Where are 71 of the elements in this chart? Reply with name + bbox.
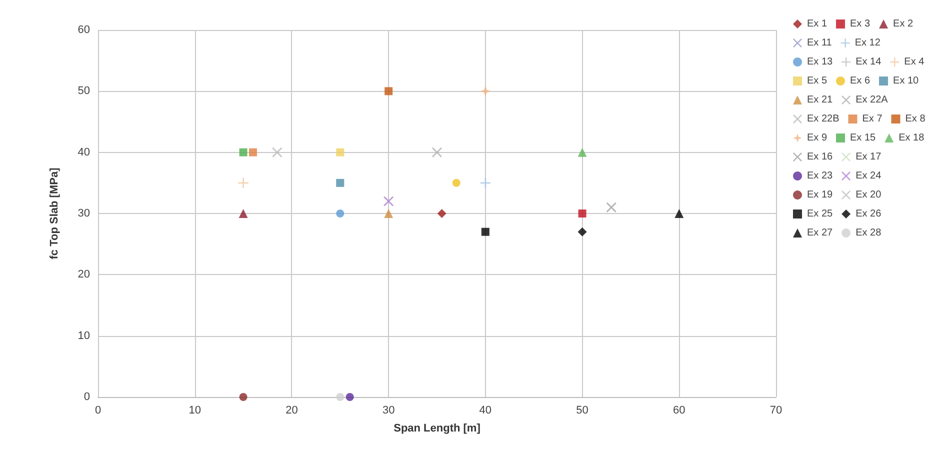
legend-label: Ex 18 (898, 132, 925, 144)
legend-label: Ex 24 (856, 170, 882, 182)
y-tick-label: 10 (78, 330, 90, 342)
x-tick-label: 40 (479, 404, 492, 416)
point (480, 178, 490, 188)
legend-label: Ex 9 (807, 132, 828, 144)
legend-label: Ex 6 (850, 76, 870, 86)
x-tick-label: 10 (188, 404, 201, 416)
legend-label: Ex 27 (807, 228, 834, 238)
point (437, 209, 446, 218)
legend-label: Ex 1 (807, 18, 828, 30)
point (578, 148, 587, 157)
y-axis-title: fc Top Slab [MPa] (48, 167, 60, 260)
legend-label: Ex 25 (807, 208, 834, 220)
point (336, 178, 344, 187)
point (238, 178, 248, 188)
point (384, 196, 394, 206)
legend-label: Ex 21 (807, 94, 834, 106)
point (384, 209, 394, 218)
legend-label: Ex 22B (807, 114, 840, 124)
point (336, 210, 344, 218)
legend-label: Ex 19 (807, 190, 834, 200)
point (432, 147, 442, 158)
point (578, 227, 587, 236)
x-tick-label: 60 (673, 404, 686, 416)
legend-label: Ex 22A (856, 94, 888, 106)
x-tick-label: 30 (382, 404, 395, 416)
legend-label: Ex 11 (807, 38, 832, 48)
point (272, 147, 282, 158)
legend-label: Ex 7 (862, 114, 883, 124)
y-tick-label: 60 (78, 24, 90, 36)
point (452, 178, 460, 187)
legend-label: Ex 20 (856, 190, 882, 200)
legend-label: Ex 13 (807, 56, 834, 68)
legend-label: Ex 5 (807, 76, 828, 86)
point (336, 393, 344, 401)
legend-label: Ex 16 (807, 152, 834, 162)
legend-label: Ex 17 (856, 152, 882, 162)
point (480, 86, 491, 97)
point (674, 209, 684, 218)
point (578, 210, 586, 218)
legend-label: Ex 10 (893, 76, 920, 86)
point (384, 87, 393, 96)
legend-label: Ex 8 (905, 114, 926, 124)
legend-label: Ex 3 (850, 18, 870, 30)
y-tick-label: 30 (78, 208, 90, 220)
y-tick-label: 40 (78, 146, 90, 158)
point (248, 148, 257, 156)
x-tick-label: 70 (770, 404, 782, 416)
legend-label: Ex 23 (807, 170, 834, 182)
point (238, 209, 248, 218)
legend-label: Ex 2 (893, 18, 914, 30)
x-tick-label: 0 (94, 404, 102, 416)
y-tick-label: 50 (78, 85, 90, 98)
legend-label: Ex 4 (904, 56, 925, 68)
point (606, 202, 616, 212)
y-tick-label: 20 (78, 268, 90, 281)
y-tick-label: 0 (84, 391, 90, 403)
x-tick-label: 50 (576, 404, 588, 416)
legend-label: Ex 26 (856, 208, 882, 220)
x-tick-label: 20 (286, 404, 298, 416)
point (239, 148, 248, 156)
x-axis-title: Span Length [m] (394, 422, 481, 434)
point (336, 148, 344, 156)
point (346, 393, 354, 401)
point (481, 228, 490, 236)
legend-label: Ex 14 (856, 56, 882, 68)
legend-label: Ex 28 (856, 228, 882, 238)
point (239, 393, 248, 401)
legend-label: Ex 12 (854, 38, 881, 48)
legend-label: Ex 15 (850, 132, 876, 144)
